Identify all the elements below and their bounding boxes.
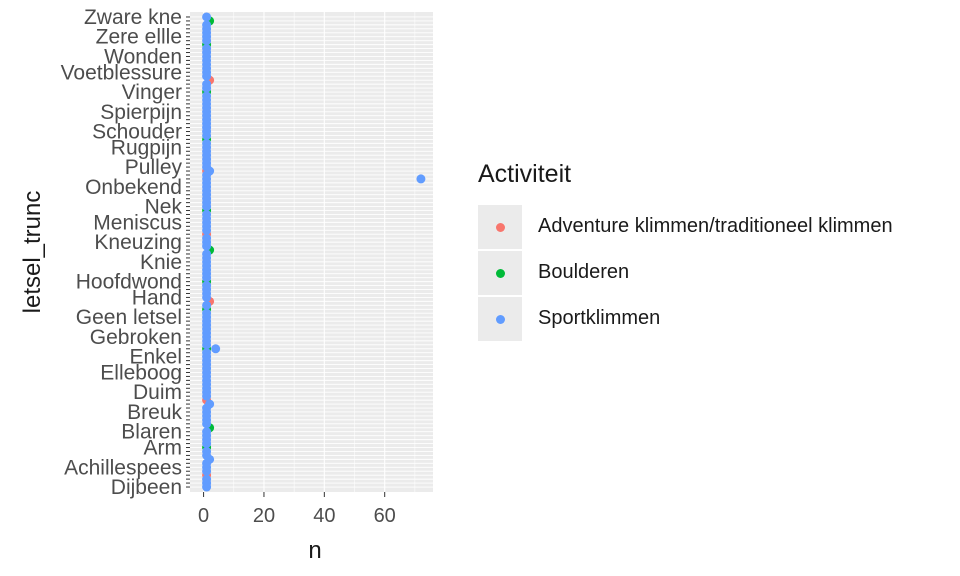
- data-point: [202, 79, 212, 89]
- y-tick-label: Schouder: [92, 121, 182, 144]
- y-tick-label: Blaren: [121, 421, 182, 444]
- legend-title: Activiteit: [478, 160, 572, 188]
- y-tick-label: Kneuzing: [94, 231, 182, 254]
- data-point: [202, 138, 212, 148]
- legend-key: [478, 205, 522, 249]
- x-tick-label: 20: [253, 505, 275, 527]
- data-point: [211, 344, 221, 354]
- legend-dot-icon: [496, 269, 505, 278]
- legend-key: [478, 251, 522, 295]
- data-point: [202, 12, 212, 22]
- data-point: [202, 44, 212, 54]
- legend-item-adventure: Adventure klimmen/traditioneel klimmen: [478, 205, 893, 251]
- y-axis-title: letsel_trunc: [19, 191, 46, 314]
- y-tick-label: Geen letsel: [76, 306, 182, 329]
- y-tick-label: Gebroken: [90, 326, 182, 349]
- data-point: [205, 399, 215, 409]
- data-point: [202, 427, 212, 437]
- y-tick-label: Duim: [133, 381, 182, 404]
- data-points: [202, 12, 426, 492]
- y-tick-label: Breuk: [127, 401, 182, 424]
- y-tick-label: Arm: [144, 437, 183, 460]
- data-point: [202, 91, 212, 101]
- y-tick-label: Rugpijn: [111, 136, 182, 159]
- legend: Activiteit Adventure klimmen/traditionee…: [478, 160, 893, 343]
- y-tick-label: Voetblessure: [61, 61, 182, 84]
- y-tick-label: Meniscus: [93, 211, 182, 234]
- data-point: [202, 281, 212, 291]
- legend-dot-icon: [496, 315, 505, 324]
- legend-label: Sportklimmen: [538, 307, 661, 329]
- y-tick-label: Dijbeen: [111, 476, 182, 499]
- data-point: [416, 174, 426, 184]
- data-point: [202, 249, 212, 259]
- y-tick-label: Achillespees: [64, 456, 182, 479]
- y-tick-label: Zware kne: [84, 6, 182, 29]
- data-point: [202, 233, 212, 243]
- y-tick-label: Elleboog: [100, 361, 182, 384]
- y-tick-label: Hand: [132, 286, 182, 309]
- y-tick-label: Nek: [145, 196, 183, 219]
- y-tick-label: Onbekend: [85, 176, 182, 199]
- y-axis-ticks: [186, 16, 190, 488]
- data-point: [202, 308, 212, 318]
- data-point: [202, 20, 212, 30]
- data-point: [202, 474, 212, 484]
- y-tick-label: Pulley: [125, 156, 183, 179]
- y-tick-label: Spierpijn: [100, 101, 182, 124]
- legend-label: Adventure klimmen/traditioneel klimmen: [538, 215, 893, 237]
- data-point: [205, 166, 215, 176]
- data-point: [202, 300, 212, 310]
- legend-key: [478, 297, 522, 341]
- y-tick-label: Zere ellle: [96, 26, 182, 49]
- plot-panel: [190, 12, 433, 492]
- x-axis-title: n: [308, 537, 321, 564]
- y-tick-label: Knie: [140, 251, 182, 274]
- y-tick-label: Enkel: [129, 346, 182, 369]
- data-point: [202, 446, 212, 456]
- x-axis: 0 20 40 60: [198, 492, 396, 527]
- y-tick-label: Vinger: [122, 81, 182, 104]
- legend-item-boulderen: Boulderen: [478, 251, 629, 297]
- legend-dot-icon: [496, 223, 505, 232]
- y-tick-label: Wonden: [104, 45, 182, 68]
- legend-item-sportklimmen: Sportklimmen: [478, 297, 660, 343]
- y-tick-label: Hoofdwond: [76, 271, 182, 294]
- data-point: [202, 348, 212, 358]
- legend-label: Boulderen: [538, 261, 630, 283]
- x-tick-label: 40: [313, 505, 335, 527]
- data-point: [202, 209, 212, 219]
- x-tick-label: 60: [374, 505, 396, 527]
- x-tick-label: 0: [198, 505, 209, 527]
